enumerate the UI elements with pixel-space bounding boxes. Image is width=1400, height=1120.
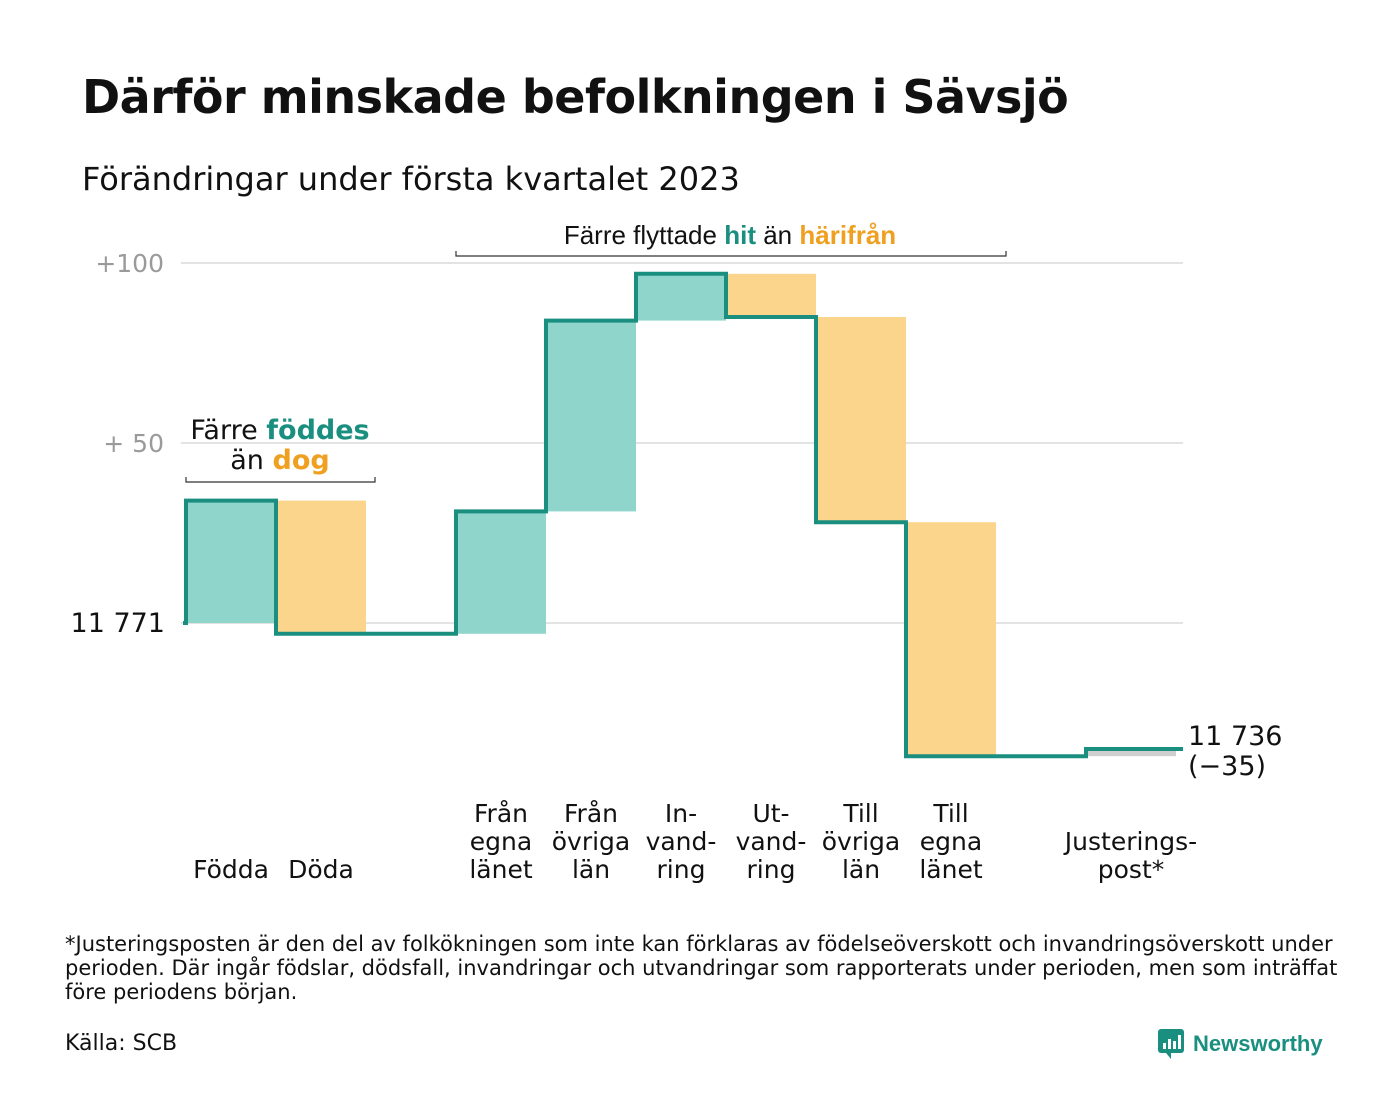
chart-title: Därför minskade befolkningen i Sävsjö — [82, 70, 1069, 124]
chart-subtitle: Förändringar under första kvartalet 2023 — [82, 160, 740, 198]
end-value-label: 11 736 — [1188, 721, 1282, 752]
births-deaths-annotation-line2: än dog — [230, 445, 329, 476]
source-note: Källa: SCB — [65, 1031, 178, 1056]
births-deaths-annotation-line1: Färre föddes — [190, 415, 369, 446]
category-label: Döda — [288, 855, 354, 884]
waterfall-bar — [456, 511, 546, 634]
category-label: Från — [474, 799, 528, 828]
waterfall-bar — [726, 273, 816, 317]
y-tick-label: +100 — [95, 249, 164, 278]
category-label: post* — [1098, 855, 1165, 884]
waterfall-bar — [1086, 749, 1176, 757]
category-label: In- — [665, 799, 697, 828]
category-label: Till — [842, 799, 878, 828]
footnote: *Justeringsposten är den del av folkökni… — [65, 932, 1338, 1004]
category-label: övriga — [822, 827, 901, 856]
category-label: egna — [920, 827, 982, 856]
category-label: ring — [657, 855, 706, 884]
start-value-label: 11 771 — [71, 608, 165, 639]
category-label: länet — [469, 855, 532, 884]
births-deaths-bracket — [185, 477, 376, 483]
category-label: län — [842, 855, 880, 884]
waterfall-bar — [546, 320, 636, 512]
waterfall-bar — [636, 273, 726, 321]
category-label: Födda — [193, 855, 269, 884]
migration-bracket — [455, 251, 1007, 257]
category-label: vand- — [646, 827, 717, 856]
category-label: Till — [932, 799, 968, 828]
category-label: Från — [564, 799, 618, 828]
y-tick-label: + 50 — [103, 429, 164, 458]
waterfall-bar — [276, 500, 366, 634]
waterfall-bar — [906, 522, 996, 757]
newsworthy-logo-icon — [1158, 1029, 1184, 1059]
category-label: vand- — [736, 827, 807, 856]
category-label: övriga — [552, 827, 631, 856]
migration-annotation: Färre flyttade hit än härifrån — [564, 220, 896, 250]
newsworthy-logo-text: Newsworthy — [1193, 1031, 1323, 1056]
category-label: egna — [470, 827, 532, 856]
cumulative-step-line — [183, 271, 1183, 759]
end-change-label: (−35) — [1188, 751, 1266, 782]
waterfall-bar — [816, 317, 906, 523]
category-label: Ut- — [752, 799, 789, 828]
category-label: län — [572, 855, 610, 884]
category-label: ring — [747, 855, 796, 884]
category-label: länet — [919, 855, 982, 884]
newsworthy-logo: Newsworthy — [1157, 1027, 1323, 1061]
waterfall-bar — [186, 500, 276, 623]
category-label: Justerings- — [1063, 827, 1197, 856]
